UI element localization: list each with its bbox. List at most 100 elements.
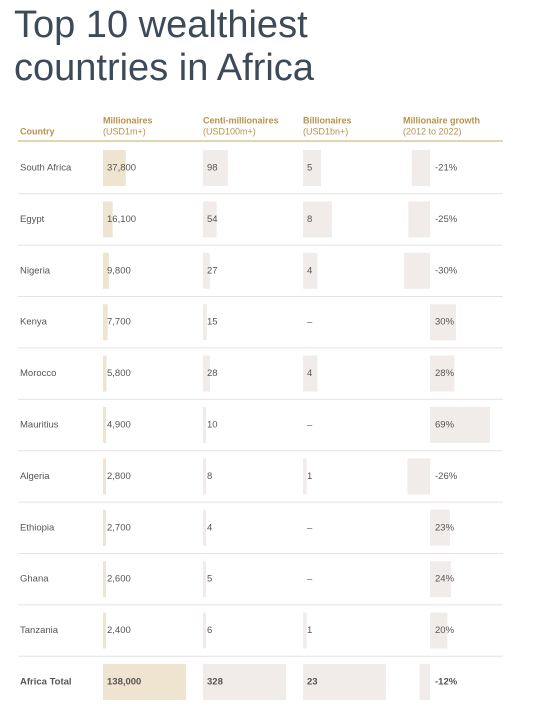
cell-value: 15 — [207, 317, 218, 328]
bar — [103, 150, 126, 186]
bar — [303, 612, 307, 649]
cell-value: 20% — [435, 625, 455, 636]
bar — [303, 458, 307, 495]
growth-bar — [403, 252, 430, 289]
country: Ethiopia — [20, 522, 55, 533]
country: Egypt — [20, 214, 45, 225]
cell-value: 69% — [435, 420, 455, 431]
cell-value: 4 — [307, 265, 312, 276]
cell-value: -21% — [435, 163, 458, 174]
country: Algeria — [20, 471, 50, 482]
country: South Africa — [20, 163, 72, 174]
column-header: Billionaires — [303, 115, 352, 125]
column-unit: (USD1m+) — [103, 126, 146, 136]
bar — [103, 561, 106, 598]
cell-value: 98 — [207, 163, 218, 174]
cell-value: 2,800 — [107, 471, 131, 482]
bar — [103, 458, 106, 495]
cell-value: 27 — [207, 265, 218, 276]
bar — [203, 252, 210, 289]
cell-value: 5 — [307, 163, 312, 174]
cell-value: 138,000 — [107, 677, 141, 688]
cell-value: 8 — [207, 471, 212, 482]
cell-value: -26% — [435, 471, 458, 482]
column-header: Country — [20, 126, 55, 136]
cell-value: 7,700 — [107, 317, 131, 328]
bar — [103, 355, 107, 392]
cell-value: – — [307, 522, 313, 533]
growth-bar — [408, 201, 430, 238]
cell-value: 10 — [207, 420, 218, 431]
country: Tanzania — [20, 625, 59, 636]
bar — [103, 201, 113, 238]
country: Mauritius — [20, 420, 59, 431]
growth-bar — [411, 150, 430, 186]
cell-value: -12% — [435, 677, 458, 688]
country: Morocco — [20, 368, 56, 379]
country: Nigeria — [20, 265, 51, 276]
cell-value: 2,600 — [107, 574, 131, 585]
cell-value: 4 — [307, 368, 312, 379]
bar — [103, 407, 106, 443]
country: Ghana — [20, 574, 49, 585]
bar — [203, 201, 217, 238]
cell-value: 1 — [307, 471, 312, 482]
title: Top 10 wealthiest countries in Africa — [14, 4, 314, 89]
cell-value: 2,700 — [107, 522, 131, 533]
bar — [203, 407, 206, 443]
column-unit: (USD1bn+) — [303, 126, 348, 136]
bar — [303, 664, 386, 700]
cell-value: 23 — [307, 677, 318, 688]
cell-value: 30% — [435, 317, 455, 328]
cell-value: -30% — [435, 265, 458, 276]
cell-value: -25% — [435, 214, 458, 225]
cell-value: 5 — [207, 574, 212, 585]
bar — [303, 201, 332, 238]
cell-value: 9,800 — [107, 265, 131, 276]
bar — [303, 150, 322, 186]
cell-value: 5,800 — [107, 368, 131, 379]
growth-bar — [430, 612, 448, 649]
cell-value: 4,900 — [107, 420, 131, 431]
growth-bar — [430, 407, 490, 443]
cell-value: 4 — [207, 522, 212, 533]
cell-value: 24% — [435, 574, 455, 585]
cell-value: 16,100 — [107, 214, 136, 225]
cell-value: 1 — [307, 625, 312, 636]
bar — [203, 150, 228, 186]
bar — [203, 304, 207, 341]
bar — [103, 509, 106, 546]
bar — [203, 458, 206, 495]
column-unit: (2012 to 2022) — [403, 126, 462, 136]
bar — [203, 664, 286, 700]
cell-value: 2,400 — [107, 625, 131, 636]
column-header: Millionaire growth — [403, 115, 480, 125]
cell-value: – — [307, 317, 313, 328]
country: Africa Total — [20, 677, 72, 688]
cell-value: 8 — [307, 214, 312, 225]
bar — [103, 252, 109, 289]
column-header: Centi-millionaires — [203, 115, 279, 125]
column-unit: (USD100m+) — [203, 126, 256, 136]
cell-value: – — [307, 574, 313, 585]
cell-value: 23% — [435, 522, 455, 533]
cell-value: 28% — [435, 368, 455, 379]
cell-value: 328 — [207, 677, 223, 688]
bar — [303, 252, 318, 289]
bar — [203, 355, 211, 392]
growth-bar — [430, 509, 450, 546]
cell-value: 54 — [207, 214, 218, 225]
cell-value: 6 — [207, 625, 212, 636]
bar — [303, 355, 318, 392]
growth-bar — [430, 355, 455, 392]
bar — [103, 304, 108, 341]
cell-value: 28 — [207, 368, 218, 379]
cell-value: 37,800 — [107, 163, 136, 174]
growth-bar — [430, 304, 457, 341]
bar — [103, 664, 186, 700]
growth-bar — [419, 664, 430, 700]
bar — [203, 612, 206, 649]
country: Kenya — [20, 317, 48, 328]
